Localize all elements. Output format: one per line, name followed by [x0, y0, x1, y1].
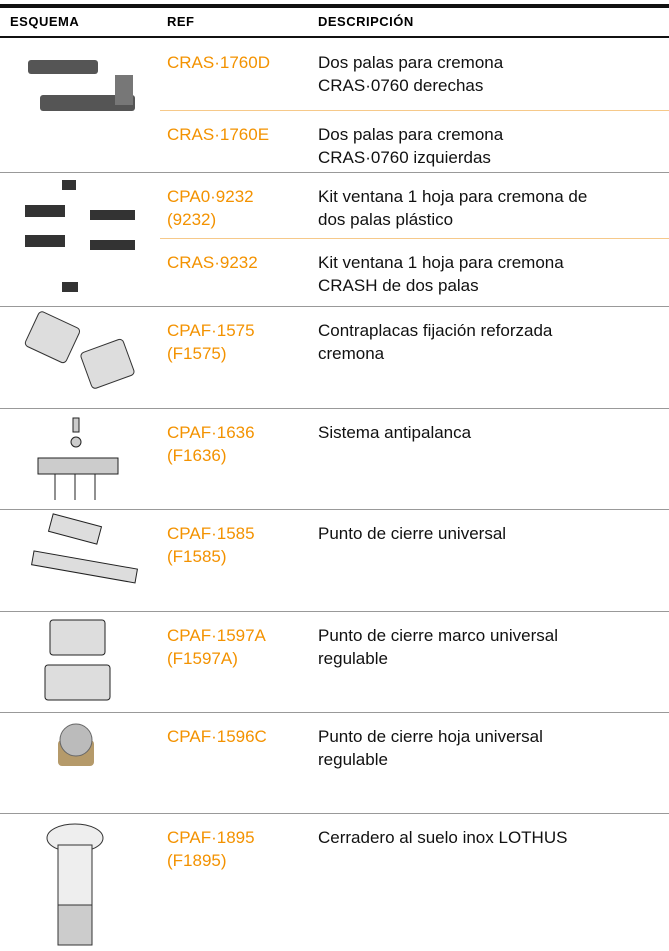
- ref-cell: CPAF·1636 (F1636): [167, 423, 255, 465]
- group-rule: [0, 611, 669, 612]
- schemes: [24, 60, 139, 946]
- description-cell: Punto de cierre universal: [318, 524, 507, 543]
- group-rule: [0, 408, 669, 409]
- group-rule: [0, 813, 669, 814]
- ref-cell: CRAS·9232: [167, 253, 258, 272]
- scheme-icon: [28, 60, 135, 111]
- ref-cell: CPAF·1575 (F1575): [167, 321, 255, 363]
- group-rule: [0, 306, 669, 307]
- description-cell: Punto de cierre hoja universal regulable: [318, 727, 543, 769]
- ref-cell: CPAF·1597A (F1597A): [167, 626, 266, 668]
- description-cell: Dos palas para cremona CRAS·0760 derecha…: [318, 53, 504, 95]
- header-cell: DESCRIPCIÓN: [318, 14, 414, 29]
- description-cell: Contraplacas fijación reforzada cremona: [318, 321, 553, 363]
- scheme-icon: [31, 513, 139, 584]
- group-rule: [0, 172, 669, 173]
- description-cell: Punto de cierre marco universal regulabl…: [318, 626, 559, 668]
- scheme-icon: [24, 311, 135, 389]
- row-rule: [160, 238, 669, 239]
- header-cell: ESQUEMA: [10, 14, 80, 29]
- ref-cell: CPAF·1596C: [167, 727, 267, 746]
- ref-cell: CRAS·1760D: [167, 53, 270, 72]
- scheme-icon: [25, 180, 135, 292]
- description-cell: Kit ventana 1 hoja para cremona CRASH de…: [318, 253, 564, 295]
- row-rule: [160, 110, 669, 111]
- header-rule: [0, 36, 669, 38]
- description-cell: Dos palas para cremona CRAS·0760 izquier…: [318, 125, 504, 167]
- description-cell: Kit ventana 1 hoja para cremona de dos p…: [318, 187, 588, 229]
- scheme-icon: [58, 723, 94, 766]
- description-cell: Sistema antipalanca: [318, 423, 472, 442]
- header-cell: REF: [167, 14, 195, 29]
- scheme-icon: [44, 619, 111, 701]
- ref-cell: CPAF·1895 (F1895): [167, 828, 255, 870]
- description-cell: Cerradero al suelo inox LOTHUS: [318, 828, 568, 847]
- ref-cell: CPA0·9232 (9232): [167, 187, 254, 229]
- scheme-icon: [37, 417, 119, 500]
- scheme-icon: [46, 823, 104, 946]
- ref-cell: CPAF·1585 (F1585): [167, 524, 255, 566]
- group-rule: [0, 509, 669, 510]
- ref-cell: CRAS·1760E: [167, 125, 270, 144]
- group-rule: [0, 712, 669, 713]
- top-rule: [0, 4, 669, 8]
